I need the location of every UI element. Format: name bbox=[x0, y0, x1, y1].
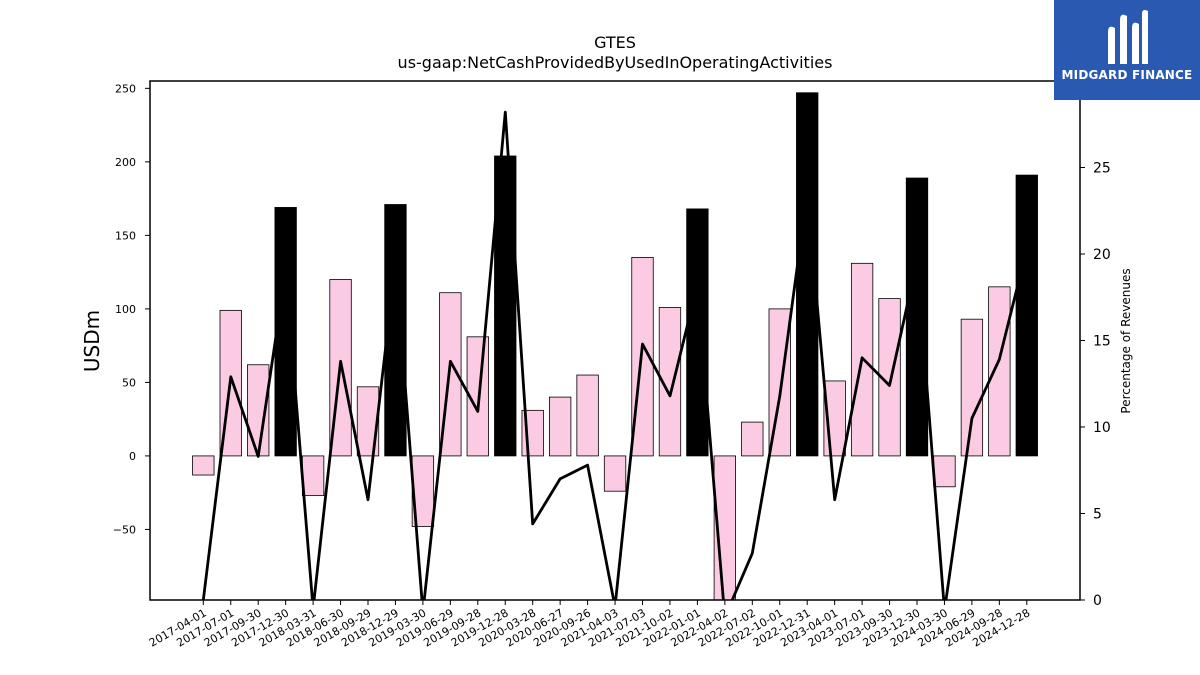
logo: MIDGARD FINANCE bbox=[1054, 0, 1200, 100]
y-right-tick-label: 10 bbox=[1093, 420, 1111, 436]
y-axis-label: USDm bbox=[80, 310, 104, 372]
bar-2022-01-01 bbox=[686, 208, 709, 457]
y-right-tick-label: 15 bbox=[1093, 334, 1111, 350]
bar-2022-07-02 bbox=[741, 421, 764, 457]
bar-2024-09-28 bbox=[988, 286, 1011, 457]
bar-2020-09-26 bbox=[576, 374, 599, 457]
y-right-tick-label: 20 bbox=[1093, 247, 1111, 263]
bar-2021-04-03 bbox=[603, 455, 627, 492]
y-axis-right-label: Percentage of Revenues bbox=[1119, 268, 1133, 413]
y-right-tick-label: 25 bbox=[1093, 161, 1111, 177]
logo-text: MIDGARD FINANCE bbox=[1061, 68, 1193, 82]
percentage-line bbox=[201, 110, 1029, 600]
y-right-tick-label: 5 bbox=[1093, 507, 1102, 523]
bar-2023-09-30 bbox=[878, 298, 901, 457]
bar-2023-12-30 bbox=[905, 177, 929, 457]
y-tick-label: 0 bbox=[129, 450, 136, 463]
bar-2021-10-02 bbox=[658, 307, 682, 457]
y-tick-label: 150 bbox=[115, 229, 136, 242]
bar-2018-09-29 bbox=[356, 386, 380, 457]
y-right-tick-label: 0 bbox=[1093, 593, 1102, 609]
bar-2018-12-29 bbox=[384, 204, 407, 457]
bar-2024-06-29 bbox=[960, 318, 984, 457]
bars-group bbox=[192, 92, 1038, 600]
line-layer bbox=[201, 110, 1029, 600]
bar-2024-03-30 bbox=[933, 455, 956, 488]
y-tick-label: 200 bbox=[115, 156, 136, 169]
midgard-logo-icon bbox=[1108, 10, 1148, 65]
y-tick-label: 50 bbox=[122, 376, 136, 389]
y-tick-label: −50 bbox=[113, 523, 136, 536]
bar-2018-03-31 bbox=[301, 455, 325, 497]
bar-2017-12-30 bbox=[274, 207, 297, 457]
chart-title: GTES bbox=[594, 33, 636, 52]
bar-2017-04-01 bbox=[192, 455, 215, 476]
chart-subtitle: us-gaap:NetCashProvidedByUsedInOperating… bbox=[398, 53, 833, 72]
bar-2024-12-28 bbox=[1015, 174, 1038, 457]
bar-2019-12-28 bbox=[494, 155, 517, 457]
y-tick-label: 250 bbox=[115, 82, 136, 95]
bar-2020-06-27 bbox=[549, 396, 572, 457]
y-tick-label: 100 bbox=[115, 303, 136, 316]
